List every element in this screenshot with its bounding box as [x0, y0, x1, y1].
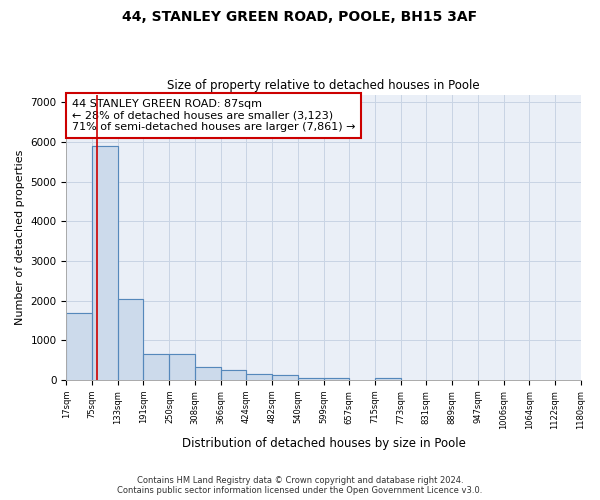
X-axis label: Distribution of detached houses by size in Poole: Distribution of detached houses by size …	[182, 437, 466, 450]
Text: Contains HM Land Registry data © Crown copyright and database right 2024.
Contai: Contains HM Land Registry data © Crown c…	[118, 476, 482, 495]
Text: 44 STANLEY GREEN ROAD: 87sqm
← 28% of detached houses are smaller (3,123)
71% of: 44 STANLEY GREEN ROAD: 87sqm ← 28% of de…	[71, 99, 355, 132]
Text: 44, STANLEY GREEN ROAD, POOLE, BH15 3AF: 44, STANLEY GREEN ROAD, POOLE, BH15 3AF	[122, 10, 478, 24]
Title: Size of property relative to detached houses in Poole: Size of property relative to detached ho…	[167, 79, 480, 92]
Y-axis label: Number of detached properties: Number of detached properties	[15, 150, 25, 325]
